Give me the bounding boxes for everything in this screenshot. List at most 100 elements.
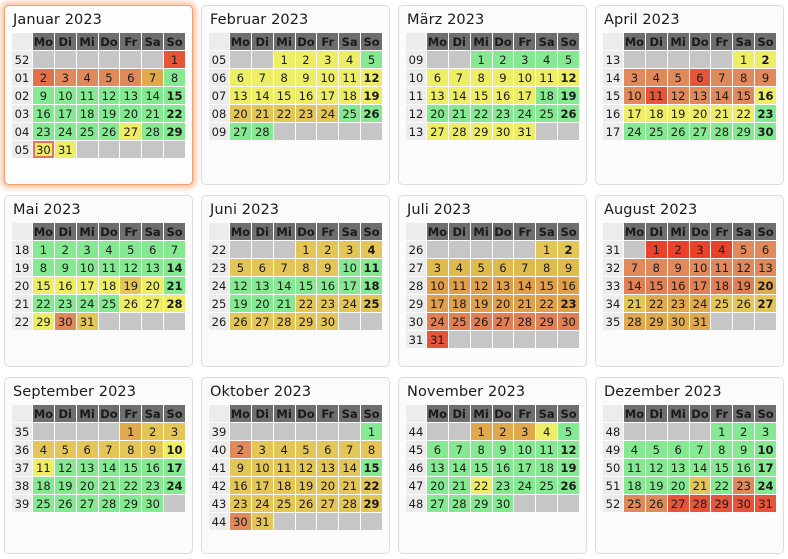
day-cell[interactable]: 15 (164, 87, 185, 104)
day-cell[interactable]: 8 (733, 69, 755, 86)
day-cell[interactable]: 14 (624, 277, 645, 294)
day-cell[interactable]: 24 (76, 295, 98, 312)
day-cell[interactable]: 11 (98, 259, 120, 276)
day-cell[interactable]: 8 (273, 69, 295, 86)
day-cell[interactable]: 19 (645, 477, 667, 494)
day-cell[interactable]: 1 (164, 51, 185, 68)
day-cell[interactable]: 10 (76, 259, 98, 276)
day-cell[interactable]: 7 (448, 441, 470, 458)
day-cell[interactable]: 4 (448, 259, 470, 276)
day-cell[interactable]: 6 (251, 259, 273, 276)
day-cell[interactable]: 11 (536, 441, 558, 458)
day-cell[interactable]: 18 (624, 477, 645, 494)
day-cell[interactable]: 2 (317, 241, 339, 258)
day-cell[interactable]: 17 (427, 295, 448, 312)
day-cell[interactable]: 27 (76, 495, 98, 512)
day-cell[interactable]: 4 (711, 241, 733, 258)
day-cell[interactable]: 4 (33, 441, 54, 458)
day-cell[interactable]: 15 (536, 277, 558, 294)
day-cell[interactable]: 24 (317, 105, 339, 122)
day-cell[interactable]: 8 (120, 441, 142, 458)
day-cell[interactable]: 15 (645, 277, 667, 294)
day-cell[interactable]: 17 (689, 277, 711, 294)
day-cell[interactable]: 13 (317, 459, 339, 476)
day-cell[interactable]: 27 (667, 495, 689, 512)
day-cell[interactable]: 30 (142, 495, 164, 512)
day-cell[interactable]: 31 (76, 313, 98, 330)
day-cell[interactable]: 5 (98, 69, 120, 86)
day-cell[interactable]: 10 (755, 441, 776, 458)
day-cell[interactable]: 16 (558, 277, 579, 294)
day-cell[interactable]: 7 (251, 69, 273, 86)
day-cell[interactable]: 5 (733, 241, 755, 258)
day-cell[interactable]: 19 (470, 295, 492, 312)
day-cell[interactable]: 6 (492, 259, 514, 276)
day-cell[interactable]: 18 (98, 277, 120, 294)
day-cell[interactable]: 14 (251, 87, 273, 104)
day-cell[interactable]: 15 (470, 459, 492, 476)
day-cell[interactable]: 23 (317, 295, 339, 312)
day-cell[interactable]: 12 (120, 259, 142, 276)
day-cell[interactable]: 21 (251, 105, 273, 122)
day-cell[interactable]: 30 (667, 313, 689, 330)
day-cell[interactable]: 10 (427, 277, 448, 294)
day-cell[interactable]: 5 (667, 69, 689, 86)
day-cell[interactable]: 8 (295, 259, 317, 276)
day-cell[interactable]: 23 (667, 295, 689, 312)
day-cell[interactable]: 7 (98, 441, 120, 458)
day-cell[interactable]: 26 (54, 495, 76, 512)
day-cell[interactable]: 10 (514, 69, 536, 86)
day-cell[interactable]: 7 (624, 259, 645, 276)
day-cell[interactable]: 25 (536, 477, 558, 494)
day-cell[interactable]: 2 (558, 241, 579, 258)
day-cell[interactable]: 14 (711, 87, 733, 104)
day-cell[interactable]: 23 (492, 477, 514, 494)
day-cell[interactable]: 28 (339, 495, 361, 512)
day-cell[interactable]: 7 (164, 241, 185, 258)
day-cell[interactable]: 20 (76, 477, 98, 494)
day-cell[interactable]: 11 (273, 459, 295, 476)
day-cell[interactable]: 18 (361, 277, 382, 294)
day-cell[interactable]: 31 (514, 123, 536, 140)
day-cell[interactable]: 13 (142, 259, 164, 276)
day-cell[interactable]: 29 (711, 495, 733, 512)
day-cell[interactable]: 14 (339, 459, 361, 476)
day-cell[interactable]: 3 (624, 69, 645, 86)
day-cell[interactable]: 12 (361, 69, 382, 86)
day-cell[interactable]: 4 (76, 69, 98, 86)
day-cell[interactable]: 29 (295, 313, 317, 330)
day-cell[interactable]: 29 (164, 123, 185, 140)
day-cell[interactable]: 15 (295, 277, 317, 294)
day-cell[interactable]: 17 (164, 459, 185, 476)
day-cell[interactable]: 28 (711, 123, 733, 140)
day-cell[interactable]: 14 (689, 459, 711, 476)
day-cell[interactable]: 15 (470, 87, 492, 104)
day-cell[interactable]: 1 (295, 241, 317, 258)
day-cell[interactable]: 21 (711, 105, 733, 122)
day-cell[interactable]: 21 (273, 295, 295, 312)
day-cell[interactable]: 1 (645, 241, 667, 258)
day-cell[interactable]: 23 (54, 295, 76, 312)
day-cell[interactable]: 13 (427, 87, 448, 104)
day-cell[interactable]: 17 (317, 87, 339, 104)
day-cell[interactable]: 13 (427, 459, 448, 476)
day-cell[interactable]: 26 (295, 495, 317, 512)
day-cell[interactable]: 6 (317, 441, 339, 458)
day-cell[interactable]: 11 (339, 69, 361, 86)
day-cell[interactable]: 10 (339, 259, 361, 276)
day-cell[interactable]: 19 (361, 87, 382, 104)
day-cell[interactable]: 26 (98, 123, 120, 140)
day-cell[interactable]: 25 (448, 313, 470, 330)
day-cell[interactable]: 21 (689, 477, 711, 494)
day-cell[interactable]: 6 (427, 441, 448, 458)
day-cell[interactable]: 2 (492, 423, 514, 440)
day-cell[interactable]: 22 (164, 105, 185, 122)
day-cell[interactable]: 24 (514, 477, 536, 494)
day-cell[interactable]: 9 (295, 69, 317, 86)
day-cell[interactable]: 2 (295, 51, 317, 68)
day-cell[interactable]: 16 (230, 477, 251, 494)
day-cell[interactable]: 3 (339, 241, 361, 258)
day-cell[interactable]: 4 (98, 241, 120, 258)
day-cell[interactable]: 29 (733, 123, 755, 140)
day-cell[interactable]: 23 (230, 495, 251, 512)
